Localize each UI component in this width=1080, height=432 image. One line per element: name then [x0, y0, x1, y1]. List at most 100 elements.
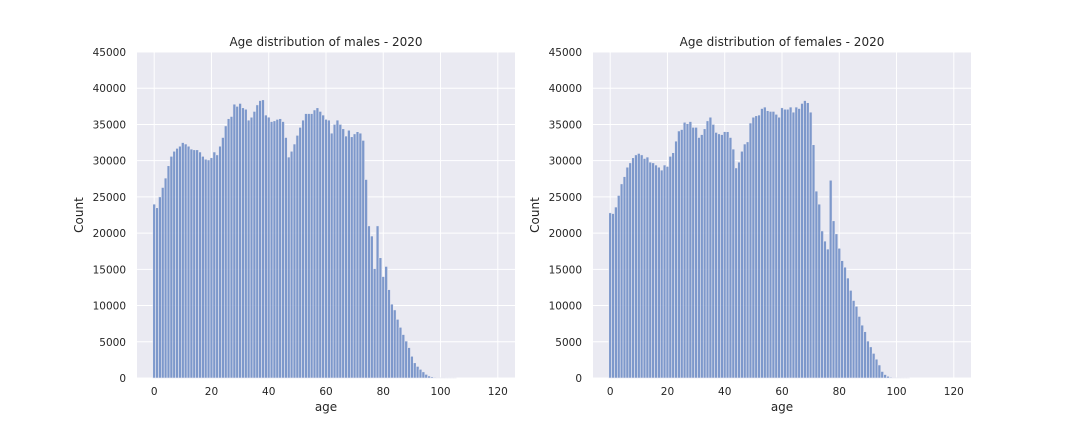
histogram-bar — [347, 129, 351, 379]
histogram-bar — [677, 130, 681, 379]
x-tick-label: 20 — [205, 386, 218, 398]
histogram-bar — [387, 289, 391, 379]
y-tick-label: 10000 — [549, 301, 582, 313]
histogram-bar — [413, 362, 417, 379]
histogram-bar — [869, 346, 873, 379]
histogram-bar — [203, 158, 208, 379]
x-tick-label: 0 — [151, 386, 158, 398]
x-tick-label: 100 — [431, 386, 451, 398]
histogram-bar — [722, 131, 727, 379]
histogram-bar — [851, 300, 856, 379]
histogram-bar — [674, 140, 678, 379]
histogram-bar — [794, 106, 799, 379]
histogram-bar — [614, 206, 618, 379]
histogram-bar — [155, 207, 159, 379]
histogram-bar — [427, 375, 431, 379]
histogram-bar — [740, 150, 744, 379]
histogram-bar — [639, 154, 644, 379]
histogram-bar — [857, 316, 862, 379]
histogram-bar — [791, 111, 796, 379]
histogram-bar — [244, 108, 248, 379]
histogram-bar — [238, 103, 242, 379]
histogram-bar — [654, 164, 658, 379]
histogram-bar — [335, 119, 340, 379]
x-tick-label: 100 — [887, 386, 907, 398]
y-tick-label: 5000 — [99, 337, 126, 349]
histogram-bar — [218, 145, 222, 379]
histogram-bar — [430, 376, 434, 379]
histogram-bars — [152, 99, 457, 379]
histogram-bar — [717, 133, 721, 379]
histogram-bar — [828, 179, 833, 379]
x-axis-label: age — [771, 400, 793, 414]
histogram-bar — [175, 148, 179, 379]
histogram-bar — [355, 131, 360, 379]
x-tick-label: 80 — [377, 386, 390, 398]
x-tick-label: 60 — [319, 386, 332, 398]
histogram-bar — [866, 340, 870, 379]
histogram-bar — [705, 120, 710, 379]
x-tick-labels: 0 20 40 60 80 100 120 — [607, 386, 964, 398]
chart-females: 0 5000 10000 15000 20000 25000 30000 35000 40000… — [528, 35, 971, 414]
x-tick-label: 60 — [775, 386, 788, 398]
histogram-bar — [275, 119, 280, 379]
histogram-bar — [324, 119, 328, 379]
chart-males: 0 5000 10000 15000 20000 25000 30000 35000 40000… — [72, 35, 515, 414]
histogram-bar — [619, 183, 624, 379]
histogram-bar — [837, 248, 842, 379]
histogram-bar — [266, 116, 271, 379]
histogram-bar — [235, 106, 239, 379]
histogram-bar — [848, 290, 853, 379]
histogram-bars — [608, 100, 910, 379]
histogram-bar — [662, 164, 667, 379]
histogram-bar — [209, 157, 214, 379]
histogram-bar — [700, 134, 704, 379]
histogram-bar — [668, 156, 673, 379]
histogram-bar — [648, 161, 653, 379]
histogram-bar — [785, 108, 790, 379]
histogram-bar — [611, 213, 615, 379]
chart-title: Age distribution of males - 2020 — [229, 35, 422, 49]
histogram-bar — [258, 100, 262, 379]
histogram-bar — [814, 190, 819, 379]
histogram-bar — [255, 104, 260, 379]
histogram-bar — [169, 156, 174, 379]
histogram-bar — [608, 212, 612, 379]
histogram-bar — [671, 152, 675, 379]
histogram-bar — [384, 266, 388, 379]
histogram-bar — [269, 121, 274, 379]
histogram-bar — [201, 156, 205, 379]
histogram-bar — [883, 374, 887, 379]
histogram-bar — [401, 334, 406, 379]
x-tick-label: 120 — [944, 386, 964, 398]
histogram-bar — [840, 260, 844, 379]
histogram-bar — [880, 371, 884, 379]
histogram-bar — [743, 143, 747, 379]
histogram-bar — [224, 125, 228, 379]
histogram-bar — [680, 129, 684, 379]
histogram-bar — [751, 116, 756, 379]
histogram-bar — [797, 108, 801, 379]
histogram-bar — [338, 124, 343, 379]
histogram-bar — [241, 107, 245, 379]
histogram-bar — [817, 203, 821, 379]
histogram-bar — [826, 248, 830, 379]
histogram-bar — [304, 113, 308, 379]
histogram-bar — [287, 156, 291, 379]
histogram-bar — [691, 127, 695, 379]
histogram-bar — [889, 376, 893, 379]
x-tick-label: 120 — [488, 386, 508, 398]
y-tick-label: 20000 — [549, 228, 582, 240]
histogram-bar — [860, 324, 864, 379]
histogram-bar — [183, 143, 188, 379]
histogram-bar — [318, 111, 323, 379]
y-tick-label: 15000 — [549, 264, 582, 276]
histogram-bar — [370, 235, 374, 379]
histogram-bar — [158, 196, 162, 379]
histogram-bar — [398, 326, 403, 379]
histogram-bar — [874, 358, 879, 379]
x-tick-labels: 0 20 40 60 80 100 120 — [151, 386, 508, 398]
histogram-bar — [395, 319, 400, 379]
histogram-bar — [702, 128, 707, 379]
